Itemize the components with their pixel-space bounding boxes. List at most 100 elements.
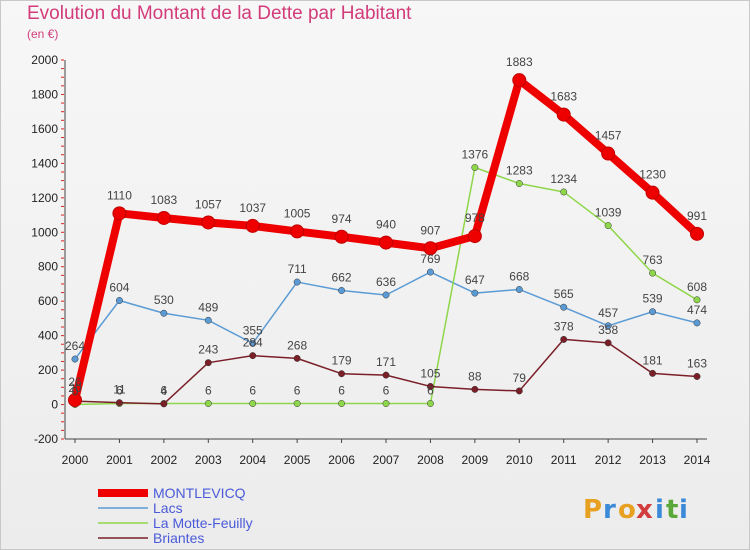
data-label: 358 <box>598 323 618 337</box>
series-point-0 <box>379 235 393 250</box>
series-point-2 <box>693 296 701 304</box>
legend-label: Lacs <box>153 500 183 516</box>
data-label: 474 <box>687 303 707 317</box>
data-label: 1037 <box>239 201 266 215</box>
legend-label: MONTLEVICQ <box>153 485 246 501</box>
series-point-0 <box>201 215 216 230</box>
series-point-1 <box>71 355 79 363</box>
data-label: 539 <box>643 292 663 306</box>
series-point-0 <box>512 73 527 88</box>
y-tick-label: 1200 <box>31 191 58 205</box>
series-point-0 <box>690 226 704 241</box>
series-point-0 <box>245 218 260 233</box>
data-label: 608 <box>687 280 707 294</box>
data-label: 6 <box>338 384 345 398</box>
data-label: 907 <box>420 223 440 237</box>
x-tick-label: 2007 <box>373 453 400 467</box>
data-label: 378 <box>554 319 574 333</box>
data-label: 88 <box>468 369 482 383</box>
series-point-1 <box>249 339 257 347</box>
x-tick-label: 2001 <box>106 453 133 467</box>
data-label: 1083 <box>151 193 178 207</box>
series-point-2 <box>649 269 657 277</box>
data-label: 181 <box>643 353 663 367</box>
series-point-1 <box>515 286 523 293</box>
data-label: 284 <box>243 336 263 350</box>
data-label: 1230 <box>639 168 666 182</box>
data-label: 668 <box>509 269 529 283</box>
y-tick-label: 0 <box>51 398 58 412</box>
data-labels-layer: 26 1110 1083 1057 1037 1005 974 940 907 978 1883 16… <box>65 55 707 398</box>
series-point-1 <box>426 268 434 276</box>
data-label: 6 <box>161 384 168 398</box>
series-point-0 <box>68 393 82 408</box>
series-point-3 <box>115 399 123 407</box>
data-label: 20 <box>68 381 82 395</box>
series-point-3 <box>293 354 301 362</box>
series-point-1 <box>693 319 701 327</box>
series-point-0 <box>556 107 571 122</box>
data-label: 243 <box>198 343 218 357</box>
series-point-0 <box>112 206 127 221</box>
series-point-2 <box>204 400 212 407</box>
data-label: 79 <box>513 371 527 385</box>
series-point-0 <box>423 241 438 256</box>
data-label: 1110 <box>107 188 132 202</box>
series-point-1 <box>649 308 657 316</box>
data-label: 6 <box>116 384 123 398</box>
series-point-3 <box>249 352 257 360</box>
x-tick-label: 2002 <box>151 453 178 467</box>
data-label: 457 <box>598 306 618 320</box>
data-label: 940 <box>376 218 396 232</box>
series-point-1 <box>115 297 123 304</box>
data-label: 489 <box>198 300 218 314</box>
data-label: 1376 <box>462 147 489 161</box>
data-label: 530 <box>154 293 174 307</box>
x-tick-label: 2000 <box>62 453 89 467</box>
series-point-0 <box>334 229 349 244</box>
data-label: 163 <box>687 356 707 370</box>
series-point-2 <box>338 400 346 407</box>
series-point-0 <box>601 146 616 161</box>
data-label: 355 <box>243 323 263 337</box>
data-label: 6 <box>427 384 434 398</box>
series-point-2 <box>471 164 479 171</box>
series-point-2 <box>515 180 523 187</box>
y-tick-label: 1000 <box>31 225 58 239</box>
data-label: 6 <box>294 384 301 398</box>
y-tick-label: -200 <box>34 432 58 446</box>
series-point-1 <box>604 322 612 330</box>
chart-title: Evolution du Montant de la Dette par Hab… <box>27 3 412 24</box>
series-point-3 <box>515 387 523 395</box>
x-tick-label: 2005 <box>284 453 311 467</box>
y-tick-label: 800 <box>38 260 58 274</box>
logo-letter: t <box>666 495 678 525</box>
data-label: 1283 <box>506 164 533 178</box>
logo-letter: i <box>655 495 664 525</box>
series-point-0 <box>290 224 305 239</box>
data-label: 711 <box>288 262 307 276</box>
data-label: 11 <box>113 383 126 397</box>
logo-letter: i <box>679 495 688 525</box>
data-label: 1005 <box>284 206 311 220</box>
series-point-3 <box>693 373 701 380</box>
x-tick-label: 2010 <box>506 453 533 467</box>
series-point-0 <box>645 185 660 200</box>
y-tick-label: 200 <box>38 363 58 377</box>
data-label: 1883 <box>506 55 533 69</box>
series-point-0 <box>467 229 482 244</box>
legend-label: Briantes <box>153 530 204 546</box>
y-tick-label: 1600 <box>31 122 58 136</box>
series-point-1 <box>338 287 346 294</box>
x-tick-label: 2014 <box>684 453 711 467</box>
data-label: 6 <box>383 384 390 398</box>
data-label: 0 <box>72 385 79 399</box>
series-point-1 <box>204 316 212 324</box>
series-point-1 <box>293 278 301 286</box>
data-label: 763 <box>643 253 663 267</box>
series-point-3 <box>471 385 479 393</box>
series-point-2 <box>293 400 301 407</box>
